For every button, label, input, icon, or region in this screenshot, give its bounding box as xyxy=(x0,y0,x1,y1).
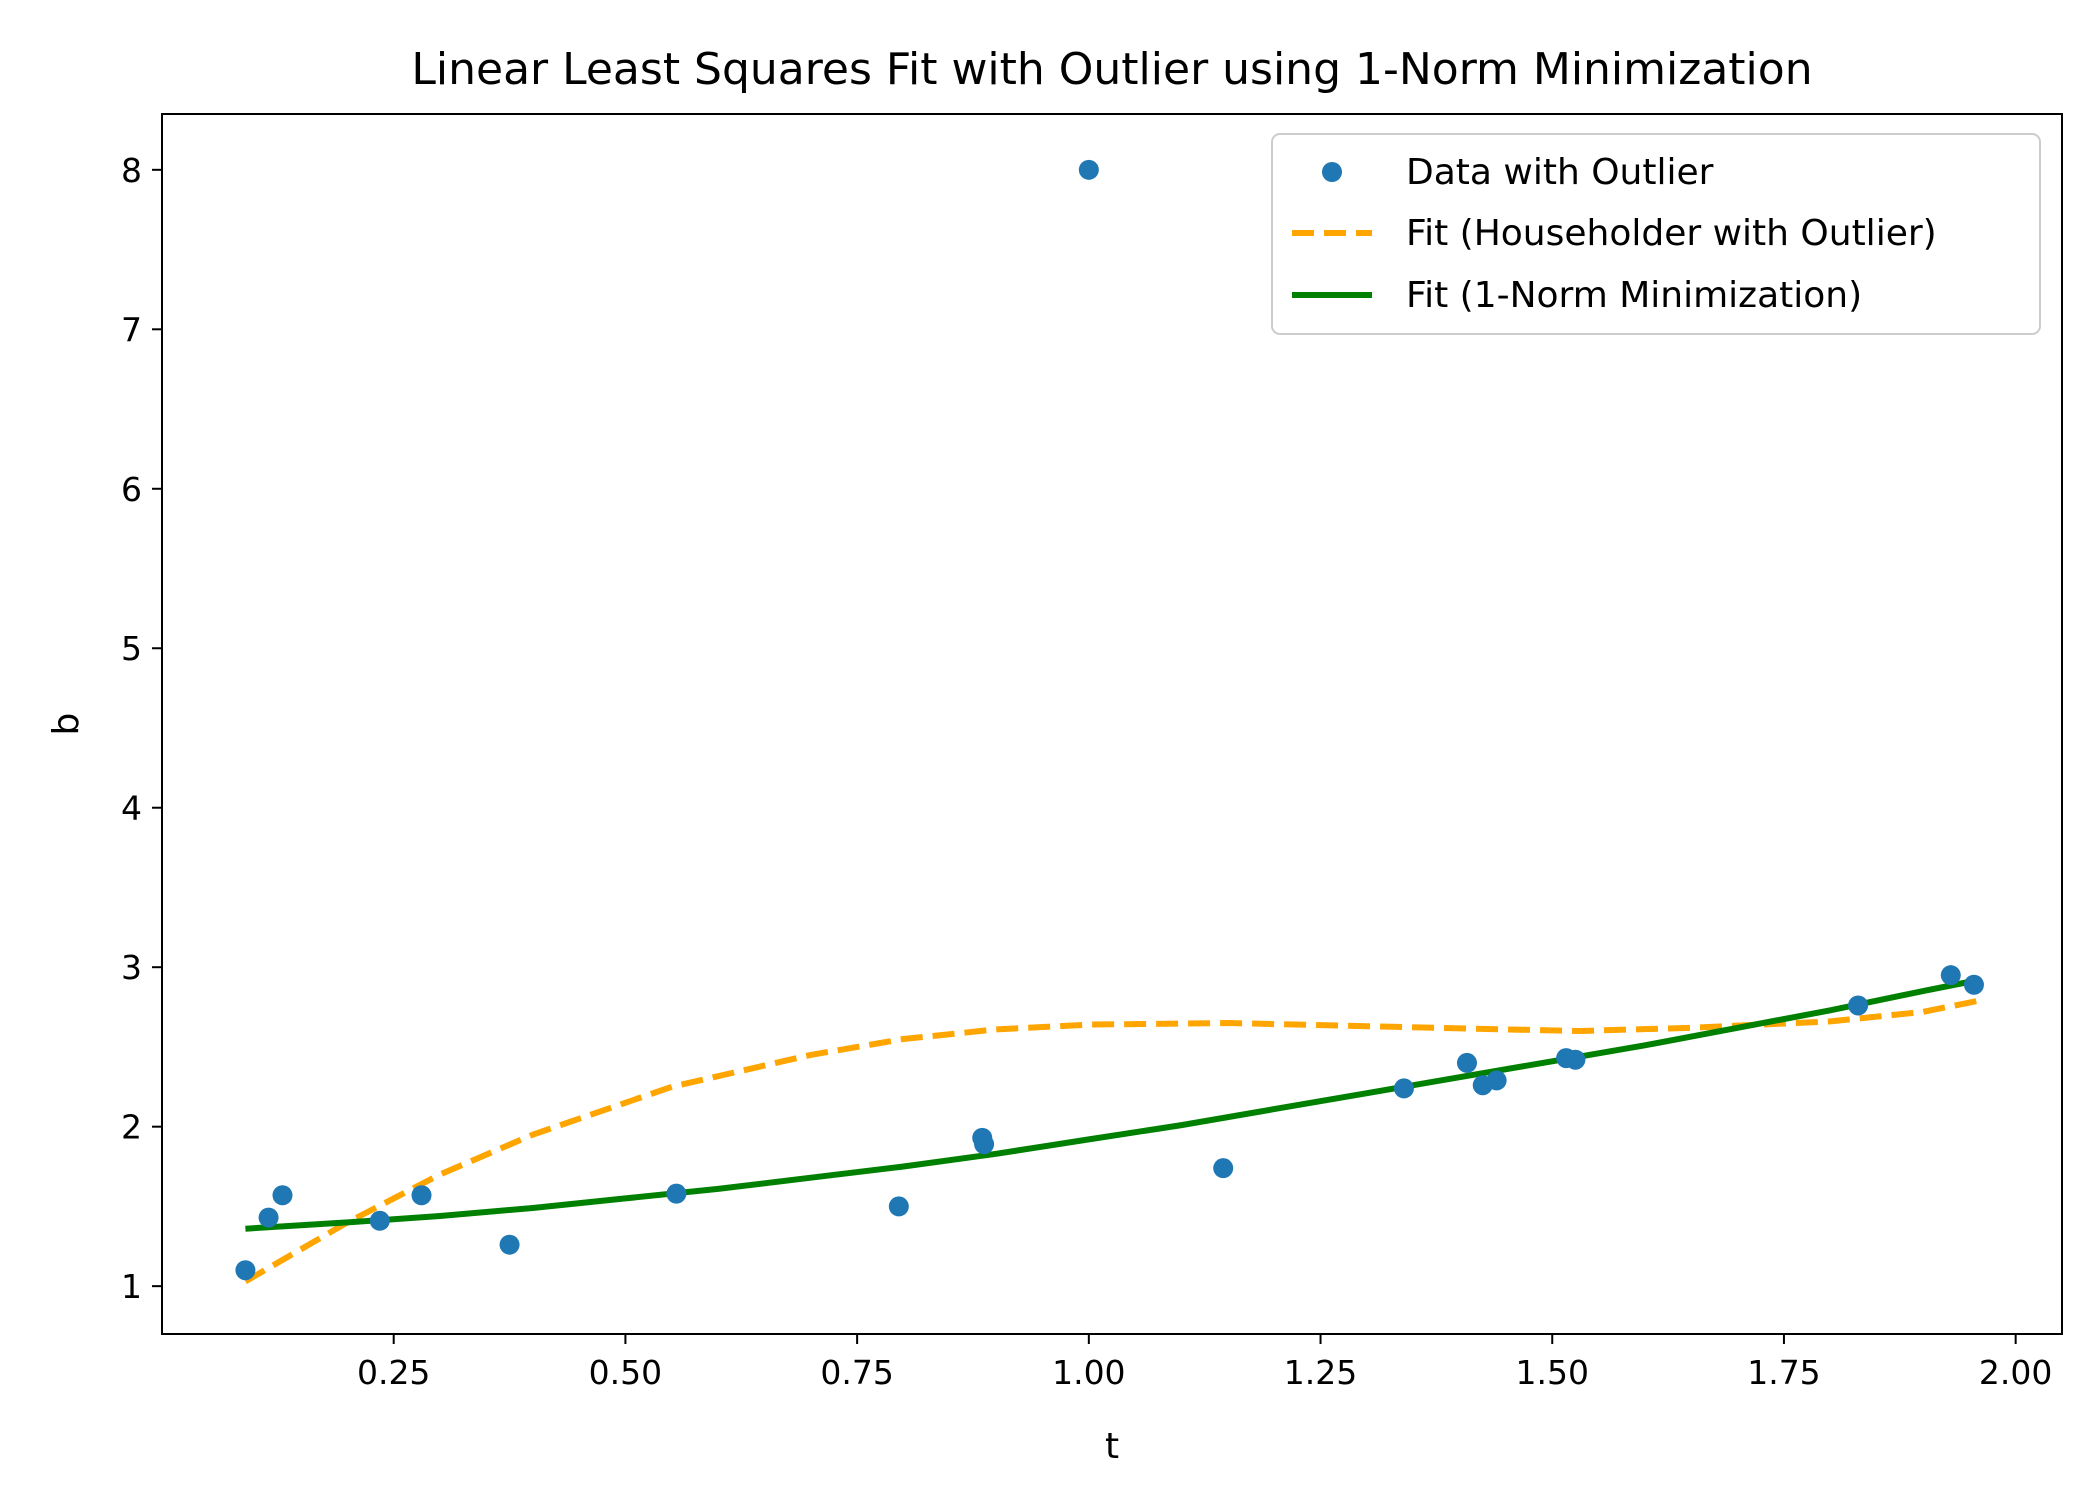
x-tick-label: 1.25 xyxy=(1284,1353,1357,1392)
y-tick-label: 8 xyxy=(121,151,142,190)
data-point xyxy=(1848,995,1869,1016)
y-tick-label: 1 xyxy=(121,1267,142,1306)
data-point xyxy=(1940,965,1961,986)
plot-frame xyxy=(161,113,2063,1335)
series-line-fit-1-norm-minimization xyxy=(245,977,1980,1232)
x-tick-label: 1.50 xyxy=(1516,1353,1589,1392)
x-tick-label: 1.00 xyxy=(1052,1353,1125,1392)
x-tick-label: 0.75 xyxy=(820,1353,893,1392)
data-point xyxy=(258,1207,279,1228)
data-point xyxy=(272,1185,293,1206)
data-point xyxy=(888,1196,909,1217)
data-point xyxy=(411,1185,432,1206)
y-tick-label: 6 xyxy=(121,470,142,509)
x-tick-label: 0.25 xyxy=(357,1353,430,1392)
data-point xyxy=(1486,1070,1507,1091)
data-point xyxy=(235,1260,256,1281)
x-axis-label: t xyxy=(1105,1426,1119,1467)
data-point xyxy=(666,1183,687,1204)
x-tick-label: 0.50 xyxy=(589,1353,662,1392)
y-tick-label: 7 xyxy=(121,310,142,349)
data-point xyxy=(1213,1158,1234,1179)
legend-label-1norm: Fit (1-Norm Minimization) xyxy=(1406,275,1862,316)
data-point xyxy=(499,1234,520,1255)
y-tick-label: 2 xyxy=(121,1108,142,1147)
chart-title: Linear Least Squares Fit with Outlier us… xyxy=(411,44,1812,95)
y-tick-label: 3 xyxy=(121,948,142,987)
data-point xyxy=(1078,159,1099,180)
legend-marker-data xyxy=(1322,162,1342,182)
legend: Data with Outlier Fit (Householder with … xyxy=(1271,133,2041,335)
data-point xyxy=(974,1134,995,1155)
plot-area xyxy=(235,159,1984,1284)
legend-box xyxy=(1271,133,2041,335)
y-tick-label: 5 xyxy=(121,629,142,668)
legend-label-data: Data with Outlier xyxy=(1406,152,1714,193)
data-point xyxy=(1963,974,1984,995)
data-point xyxy=(1565,1049,1586,1070)
data-point xyxy=(369,1210,390,1231)
y-tick-label: 4 xyxy=(121,789,142,828)
axis-ticks: 0.25 0.50 0.75 1.00 1.25 1.50 1.75 2.00 1 2 3 4 5 6 7 8 xyxy=(121,151,2052,1392)
x-tick-label: 2.00 xyxy=(1979,1353,2052,1392)
data-point xyxy=(1393,1078,1414,1099)
y-axis-label: b xyxy=(46,713,87,736)
x-tick-label: 1.75 xyxy=(1747,1353,1820,1392)
legend-label-householder: Fit (Householder with Outlier) xyxy=(1406,213,1937,254)
data-point xyxy=(1456,1052,1477,1073)
